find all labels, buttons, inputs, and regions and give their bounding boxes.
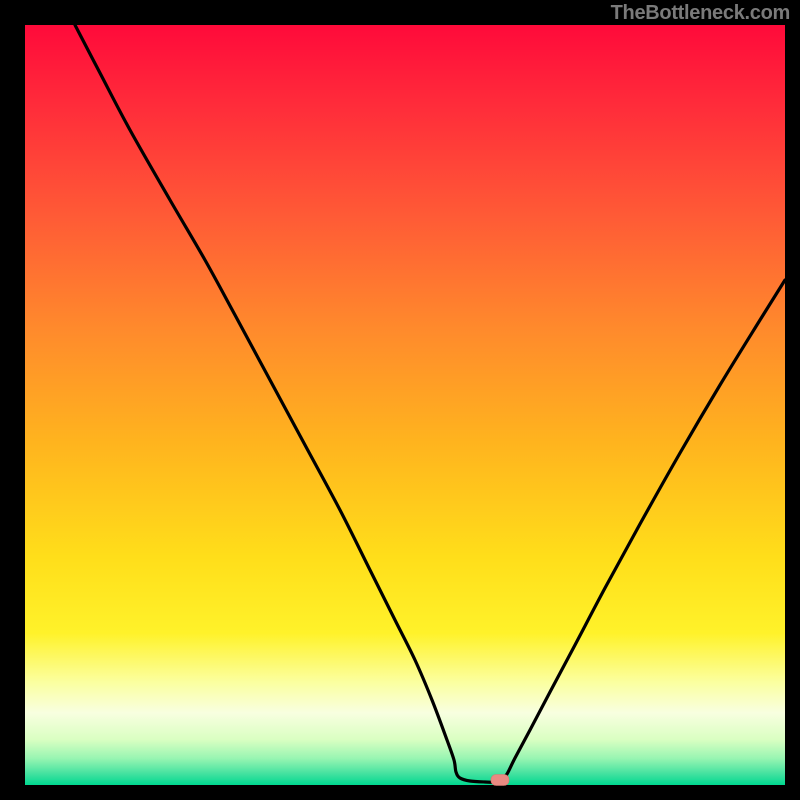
plot-background xyxy=(25,25,785,785)
bottleneck-chart xyxy=(0,0,800,800)
watermark-text: TheBottleneck.com xyxy=(611,2,790,25)
optimum-marker xyxy=(491,775,509,786)
